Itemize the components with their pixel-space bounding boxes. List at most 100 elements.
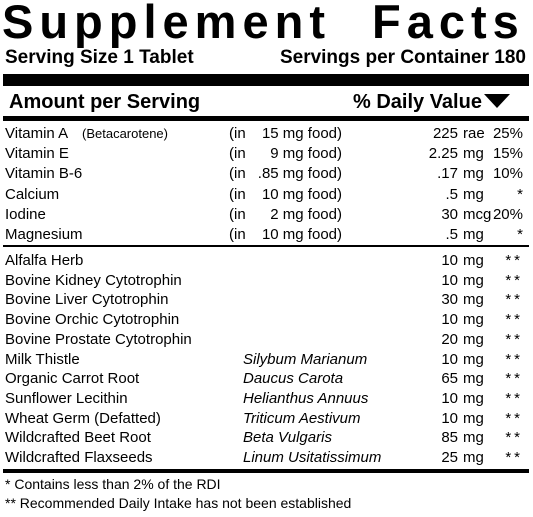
ingredient-unit: mg: [463, 291, 484, 309]
amount-per-serving-header: Amount per Serving: [9, 91, 201, 113]
vitamin-source-prefix: (in: [229, 165, 246, 183]
ingredient-amount: 10: [441, 271, 458, 289]
ingredient-amount: 10: [441, 389, 458, 407]
ingredient-amount: 20: [441, 330, 458, 348]
vitamin-note: (Betacarotene): [82, 126, 168, 141]
thick-divider-header: [3, 116, 529, 121]
vitamin-amount: .5: [445, 226, 458, 243]
vitamin-daily-value: 10%: [492, 165, 523, 183]
triangle-down-icon: [483, 93, 510, 108]
ingredient-row: Bovine Orchic Cytotrophin 10 mg **: [0, 310, 533, 330]
ingredient-unit: mg: [463, 409, 484, 427]
vitamin-unit: mg: [463, 226, 484, 243]
ingredient-amount: 65: [441, 370, 458, 388]
thick-divider-bottom: [3, 469, 529, 473]
ingredient-scientific-name: Daucus Carota: [243, 370, 344, 388]
vitamin-daily-value: 20%: [492, 205, 523, 223]
ingredient-name: Bovine Orchic Cytotrophin: [5, 311, 180, 329]
vitamin-daily-value: 25%: [492, 125, 523, 142]
ingredient-name: Sunflower Lecithin: [5, 389, 128, 407]
ingredient-row: Organic Carrot Root Daucus Carota 65 mg **: [0, 369, 533, 389]
vitamin-unit: mg: [463, 185, 484, 203]
ingredient-name: Organic Carrot Root: [5, 370, 140, 388]
vitamin-amount: 30: [441, 205, 458, 223]
ingredient-name: Wildcrafted Flaxseeds: [5, 449, 153, 466]
vitamin-unit: mg: [463, 165, 484, 183]
vitamin-food-amount: 15 mg food): [261, 125, 342, 142]
page-title: Supplement Facts: [2, 0, 525, 48]
vitamin-amount: .17: [437, 165, 458, 183]
ingredient-row: Wildcrafted Flaxseeds Linum Usitatissimum…: [0, 448, 533, 468]
section-divider: [3, 245, 529, 247]
ingredient-row: Wildcrafted Beet Root Beta Vulgaris 85 mg **: [0, 428, 533, 448]
vitamin-food-amount: 10 mg food): [261, 185, 342, 203]
vitamin-name: Iodine: [5, 205, 46, 223]
ingredient-scientific-name: Helianthus Annuus: [243, 389, 369, 407]
vitamin-name: Vitamin A: [5, 125, 69, 142]
ingredient-row: Alfalfa Herb 10 mg **: [0, 251, 533, 271]
ingredient-unit: mg: [463, 449, 484, 466]
ingredient-row: Bovine Liver Cytotrophin 30 mg **: [0, 290, 533, 310]
vitamin-row: Vitamin E (in 9 mg food) 2.25 mg 15%: [0, 144, 533, 164]
vitamin-row: Vitamin A (Betacarotene) (in 15 mg food) 225…: [0, 124, 533, 144]
ingredient-scientific-name: Beta Vulgaris: [243, 429, 332, 447]
ingredient-amount: 10: [441, 409, 458, 427]
ingredient-row: Bovine Prostate Cytotrophin 20 mg **: [0, 330, 533, 350]
ingredient-amount: 10: [441, 311, 458, 329]
ingredient-name: Bovine Liver Cytotrophin: [5, 291, 169, 309]
ingredient-unit: mg: [463, 252, 484, 269]
ingredient-scientific-name: Triticum Aestivum: [243, 409, 361, 427]
vitamin-name: Magnesium: [5, 226, 83, 243]
vitamin-unit: mg: [463, 145, 484, 163]
ingredient-unit: mg: [463, 370, 484, 388]
ingredient-row: Milk Thistle Silybum Marianum 10 mg **: [0, 350, 533, 370]
ingredient-scientific-name: Silybum Marianum: [243, 350, 368, 368]
ingredient-daily-value: **: [505, 291, 523, 309]
vitamin-food-amount: .85 mg food): [257, 165, 342, 183]
vitamin-name: Vitamin E: [5, 145, 69, 163]
vitamin-name: Calcium: [5, 185, 60, 203]
vitamin-row: Calcium (in 10 mg food) .5 mg *: [0, 185, 533, 205]
ingredient-row: Sunflower Lecithin Helianthus Annuus 10 mg *…: [0, 389, 533, 409]
vitamin-daily-value: *: [517, 226, 523, 243]
vitamin-row: Iodine (in 2 mg food) 30 mcg 20%: [0, 205, 533, 225]
ingredient-unit: mg: [463, 330, 484, 348]
vitamin-daily-value: 15%: [492, 145, 523, 163]
ingredient-amount: 30: [441, 291, 458, 309]
ingredient-name: Bovine Kidney Cytotrophin: [5, 271, 182, 289]
vitamin-source-prefix: (in: [229, 125, 246, 142]
vitamin-source-prefix: (in: [229, 145, 246, 163]
ingredient-daily-value: **: [505, 389, 523, 407]
ingredient-daily-value: **: [505, 449, 523, 466]
ingredient-name: Milk Thistle: [5, 350, 80, 368]
servings-per-container: Servings per Container 180: [279, 47, 526, 68]
ingredient-unit: mg: [463, 389, 484, 407]
footnote-single-star: * Contains less than 2% of the RDI: [5, 476, 221, 492]
ingredient-name: Wheat Germ (Defatted): [5, 409, 161, 427]
footnote-double-star: ** Recommended Daily Intake has not been…: [5, 495, 352, 511]
vitamin-source-prefix: (in: [229, 205, 246, 223]
ingredient-name: Bovine Prostate Cytotrophin: [5, 330, 192, 348]
ingredient-amount: 10: [441, 252, 458, 269]
ingredient-name: Alfalfa Herb: [5, 252, 84, 269]
ingredient-unit: mg: [463, 311, 484, 329]
serving-size: Serving Size 1 Tablet: [5, 47, 194, 68]
thick-divider-top: [3, 74, 529, 86]
vitamin-source-prefix: (in: [229, 185, 246, 203]
ingredient-daily-value: **: [505, 350, 523, 368]
vitamin-row: Vitamin B-6 (in .85 mg food) .17 mg 10%: [0, 164, 533, 184]
vitamin-amount: 2.25: [428, 145, 458, 163]
ingredient-daily-value: **: [505, 311, 523, 329]
vitamin-name: Vitamin B-6: [5, 165, 83, 183]
vitamin-source-prefix: (in: [229, 226, 246, 243]
vitamin-food-amount: 10 mg food): [261, 226, 342, 243]
ingredient-row: Bovine Kidney Cytotrophin 10 mg **: [0, 271, 533, 291]
ingredient-daily-value: **: [505, 429, 523, 447]
vitamin-amount: .5: [445, 185, 458, 203]
ingredient-amount: 25: [441, 449, 458, 466]
vitamin-food-amount: 9 mg food): [270, 145, 342, 163]
vitamin-food-amount: 2 mg food): [270, 205, 342, 223]
vitamin-amount: 225: [432, 125, 458, 142]
ingredient-row: Wheat Germ (Defatted) Triticum Aestivum 10…: [0, 409, 533, 429]
ingredient-daily-value: **: [505, 370, 523, 388]
